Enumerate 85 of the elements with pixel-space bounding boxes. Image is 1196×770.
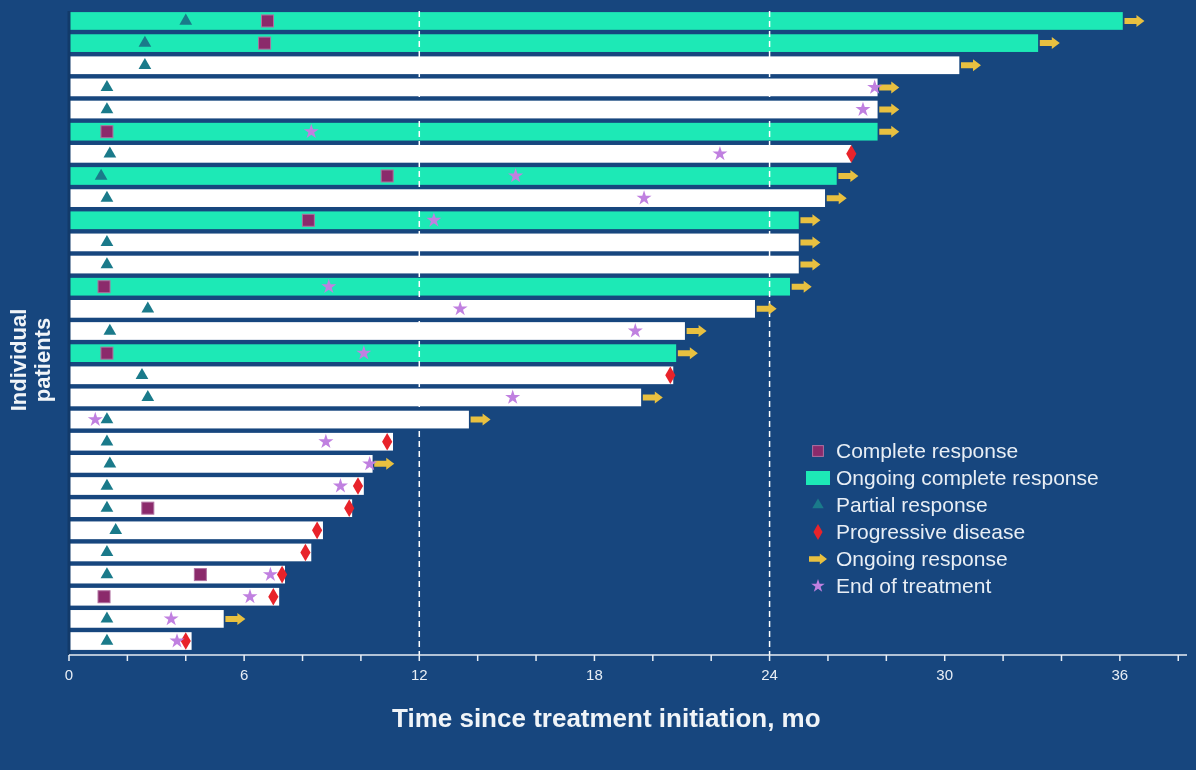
- point: [141, 501, 155, 515]
- point: [103, 323, 117, 335]
- point: [426, 212, 442, 227]
- point: [100, 500, 114, 512]
- point: [100, 80, 114, 92]
- bar: [69, 610, 224, 628]
- point: [636, 190, 652, 205]
- point: [193, 568, 207, 582]
- x-tick-label: 24: [761, 666, 778, 683]
- point: [103, 456, 117, 468]
- bar: [69, 122, 878, 141]
- point: [303, 123, 319, 139]
- bar: [69, 455, 373, 473]
- point: [94, 168, 108, 180]
- point: [258, 36, 272, 50]
- point: [100, 567, 114, 579]
- point: [97, 280, 111, 294]
- point: [261, 14, 274, 28]
- point: [169, 633, 185, 648]
- bar: [69, 499, 353, 518]
- point: [100, 346, 114, 360]
- point: [100, 235, 114, 247]
- y-axis-title: Individual patients: [6, 308, 55, 412]
- point: [712, 145, 728, 161]
- point: [138, 35, 152, 47]
- x-tick-label: 6: [239, 666, 249, 683]
- point: [135, 367, 149, 379]
- point: [100, 102, 114, 114]
- point: [627, 323, 643, 338]
- point: [301, 213, 315, 227]
- point: [242, 588, 258, 604]
- x-tick-label: 30: [936, 666, 954, 683]
- point: [163, 610, 179, 626]
- point: [867, 79, 883, 94]
- point: [321, 278, 337, 294]
- point: [103, 146, 117, 158]
- point: [855, 101, 871, 116]
- point: [97, 590, 111, 604]
- point: [109, 522, 123, 534]
- bar: [69, 477, 364, 495]
- point: [332, 478, 348, 493]
- point: [141, 301, 155, 313]
- point: [100, 125, 114, 139]
- point: [100, 257, 114, 269]
- bar: [69, 587, 280, 606]
- bar: [69, 12, 1123, 30]
- legend-label: End of treatment: [836, 574, 992, 597]
- legend-label: Progressive disease: [836, 520, 1026, 543]
- point: [141, 390, 155, 402]
- point: [100, 633, 114, 645]
- point: [100, 478, 114, 490]
- point: [100, 190, 114, 202]
- bar: [69, 632, 192, 650]
- point: [508, 168, 524, 183]
- point: [179, 13, 193, 25]
- point: [262, 566, 278, 581]
- point: [138, 57, 152, 69]
- legend-label: Ongoing response: [836, 547, 1008, 570]
- bar: [69, 543, 312, 562]
- point: [100, 412, 114, 424]
- bar: [69, 521, 323, 540]
- bar: [69, 167, 837, 185]
- x-tick-label: 12: [410, 666, 428, 683]
- legend-label: Ongoing complete response: [836, 466, 1099, 489]
- point: [505, 389, 521, 404]
- point: [100, 434, 114, 446]
- point: [356, 345, 372, 360]
- x-tick-label: 18: [586, 666, 603, 683]
- x-tick-label: 0: [64, 666, 74, 683]
- point: [318, 433, 334, 449]
- point: [452, 300, 468, 316]
- point: [100, 611, 114, 623]
- point: [380, 169, 394, 183]
- bar: [69, 432, 394, 451]
- x-tick-label: 36: [1111, 666, 1129, 683]
- bar: [69, 277, 791, 296]
- bar: [69, 211, 799, 230]
- bar: [69, 344, 677, 362]
- legend-label: Partial response: [836, 493, 988, 516]
- bar: [69, 34, 1039, 52]
- point: [100, 545, 114, 557]
- legend-label: Complete response: [836, 439, 1019, 462]
- point: [362, 455, 378, 471]
- x-axis-title: Time since treatment initiation, mo: [392, 703, 821, 733]
- point: [87, 411, 103, 426]
